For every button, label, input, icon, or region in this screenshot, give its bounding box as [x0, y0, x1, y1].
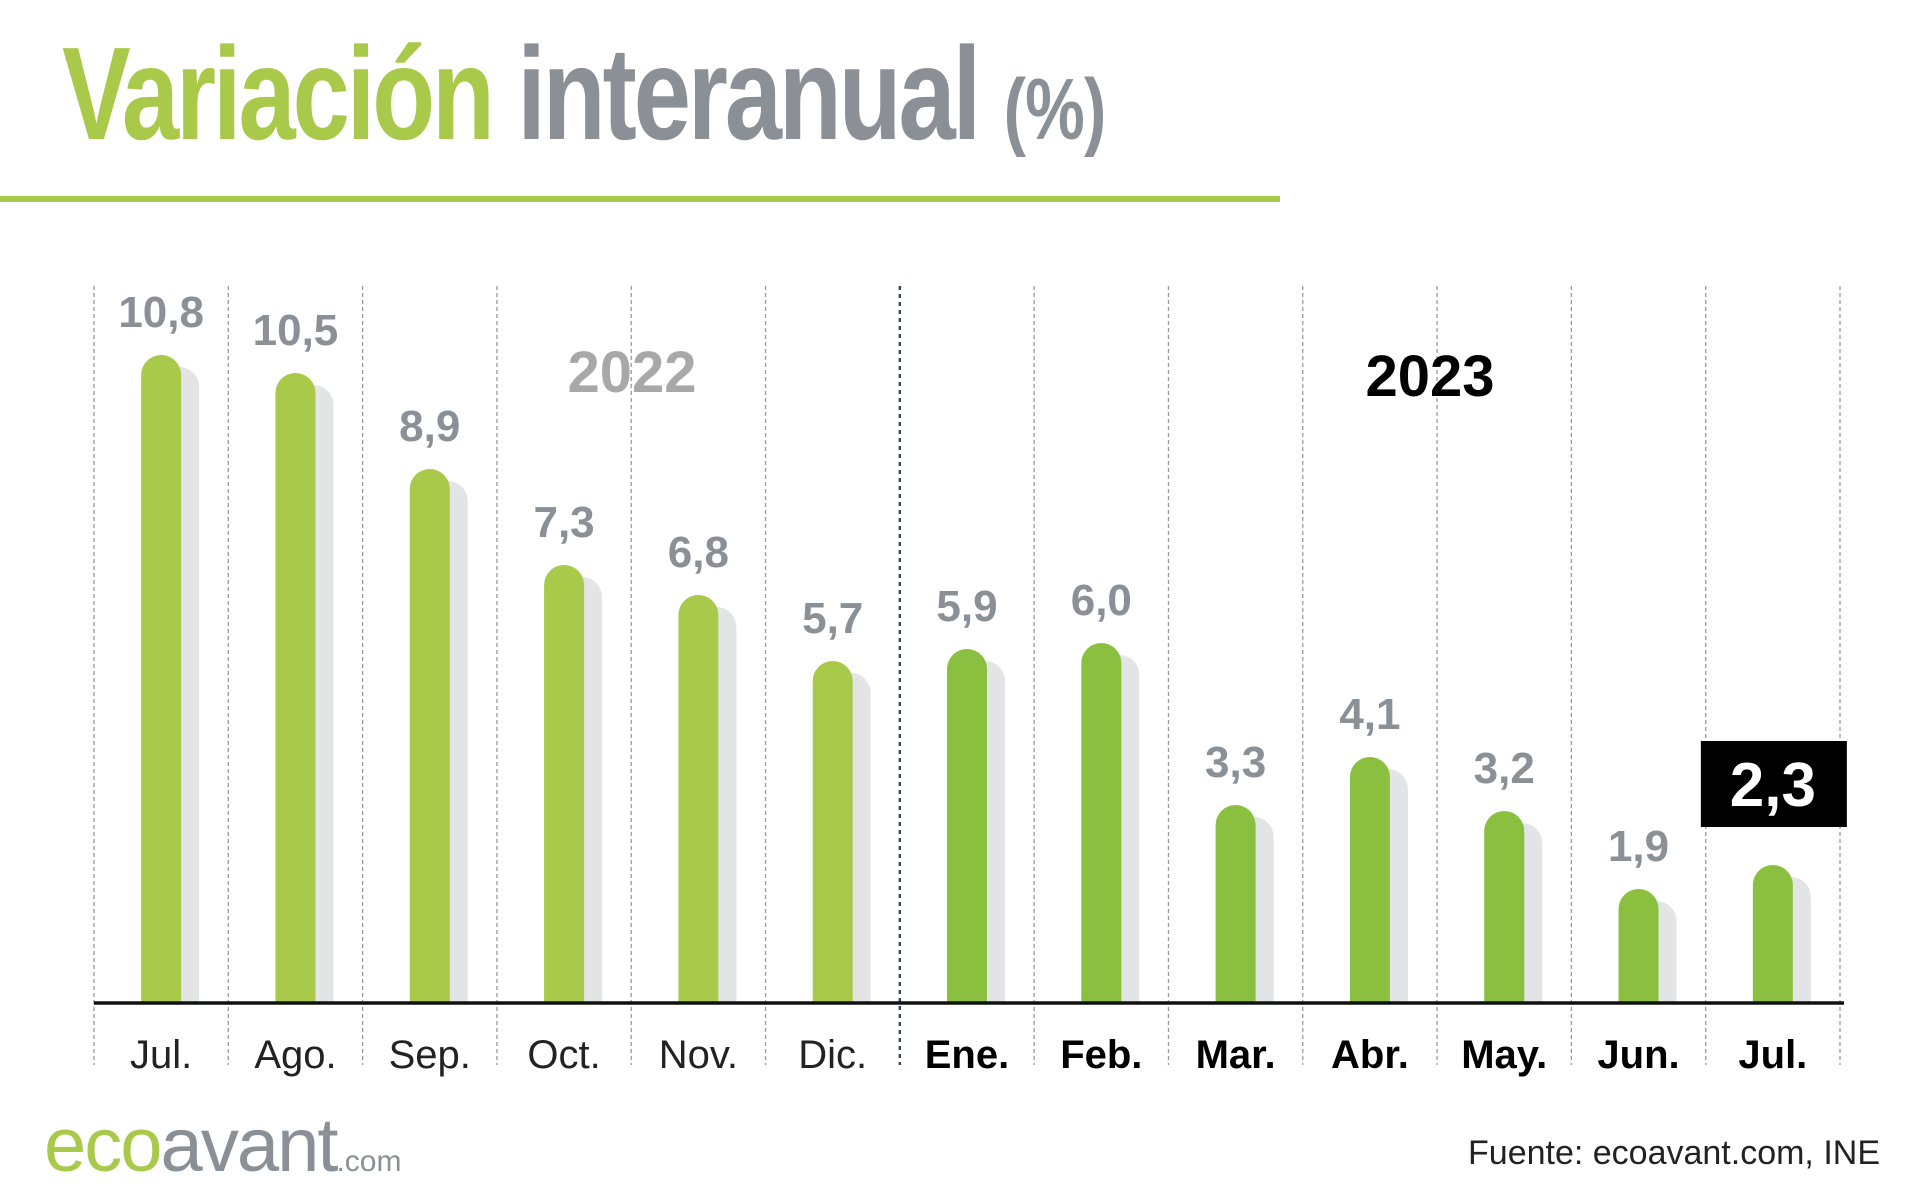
group-label-2022: 2022 — [567, 340, 696, 405]
logo-com: .com — [336, 1145, 402, 1178]
bar-1 — [275, 373, 316, 1003]
value-label-3: 7,3 — [533, 498, 594, 547]
category-label-3: Oct. — [527, 1033, 600, 1077]
bar-chart: 10,8 Jul. 10,5 Ago. 8,9 Sep. 7,3 Oct. 6,8 Nov. 5,7… — [93, 286, 1847, 1077]
bar-0 — [141, 355, 182, 1003]
value-label-9: 4,1 — [1339, 690, 1400, 739]
bar-6 — [947, 649, 987, 1003]
bar-4 — [678, 595, 719, 1003]
value-label-7: 6,0 — [1071, 576, 1132, 625]
title-part-variacion: Variación — [62, 20, 495, 167]
value-label-11: 1,9 — [1608, 822, 1669, 871]
value-label-12: 2,3 — [1730, 751, 1816, 820]
value-label-8: 3,3 — [1205, 738, 1266, 787]
category-label-1: Ago. — [254, 1033, 336, 1077]
category-label-8: Mar. — [1196, 1033, 1276, 1077]
bar-12 — [1752, 865, 1793, 1003]
bar-11 — [1618, 889, 1659, 1003]
title-part-interanual: interanual — [517, 20, 981, 167]
category-label-6: Ene. — [925, 1033, 1009, 1077]
value-label-10: 3,2 — [1474, 744, 1535, 793]
category-label-11: Jun. — [1597, 1033, 1679, 1077]
highlight-value-box — [1700, 741, 1847, 827]
value-label-5: 5,7 — [802, 594, 863, 643]
category-label-9: Abr. — [1331, 1033, 1409, 1077]
source-note: Fuente: ecoavant.com, INE — [1468, 1134, 1880, 1172]
category-label-0: Jul. — [130, 1033, 192, 1077]
value-label-4: 6,8 — [668, 528, 729, 577]
title-part-percent: (%) — [1003, 62, 1107, 158]
title-underline — [0, 196, 1280, 202]
logo-avant: avant — [160, 1103, 339, 1188]
category-label-7: Feb. — [1060, 1033, 1142, 1077]
bar-9 — [1349, 757, 1390, 1003]
bar-5 — [812, 661, 853, 1003]
value-label-0: 10,8 — [118, 288, 204, 337]
bar-2 — [409, 469, 450, 1003]
category-label-12: Jul. — [1738, 1033, 1807, 1077]
value-label-6: 5,9 — [936, 582, 997, 631]
bar-10 — [1484, 811, 1525, 1003]
category-label-4: Nov. — [659, 1033, 738, 1077]
logo-eco: eco — [44, 1103, 163, 1188]
bar-8 — [1215, 805, 1256, 1003]
chart-title: Variación interanual (%) — [62, 28, 1106, 160]
value-label-2: 8,9 — [399, 402, 460, 451]
value-label-1: 10,5 — [253, 306, 339, 355]
bar-3 — [544, 565, 585, 1003]
group-label-2023: 2023 — [1365, 344, 1494, 409]
category-label-2: Sep. — [389, 1033, 471, 1077]
category-label-10: May. — [1461, 1033, 1547, 1077]
bar-7 — [1081, 643, 1122, 1003]
ecoavant-logo: ecoavant.com — [44, 1108, 401, 1184]
category-label-5: Dic. — [798, 1033, 867, 1077]
